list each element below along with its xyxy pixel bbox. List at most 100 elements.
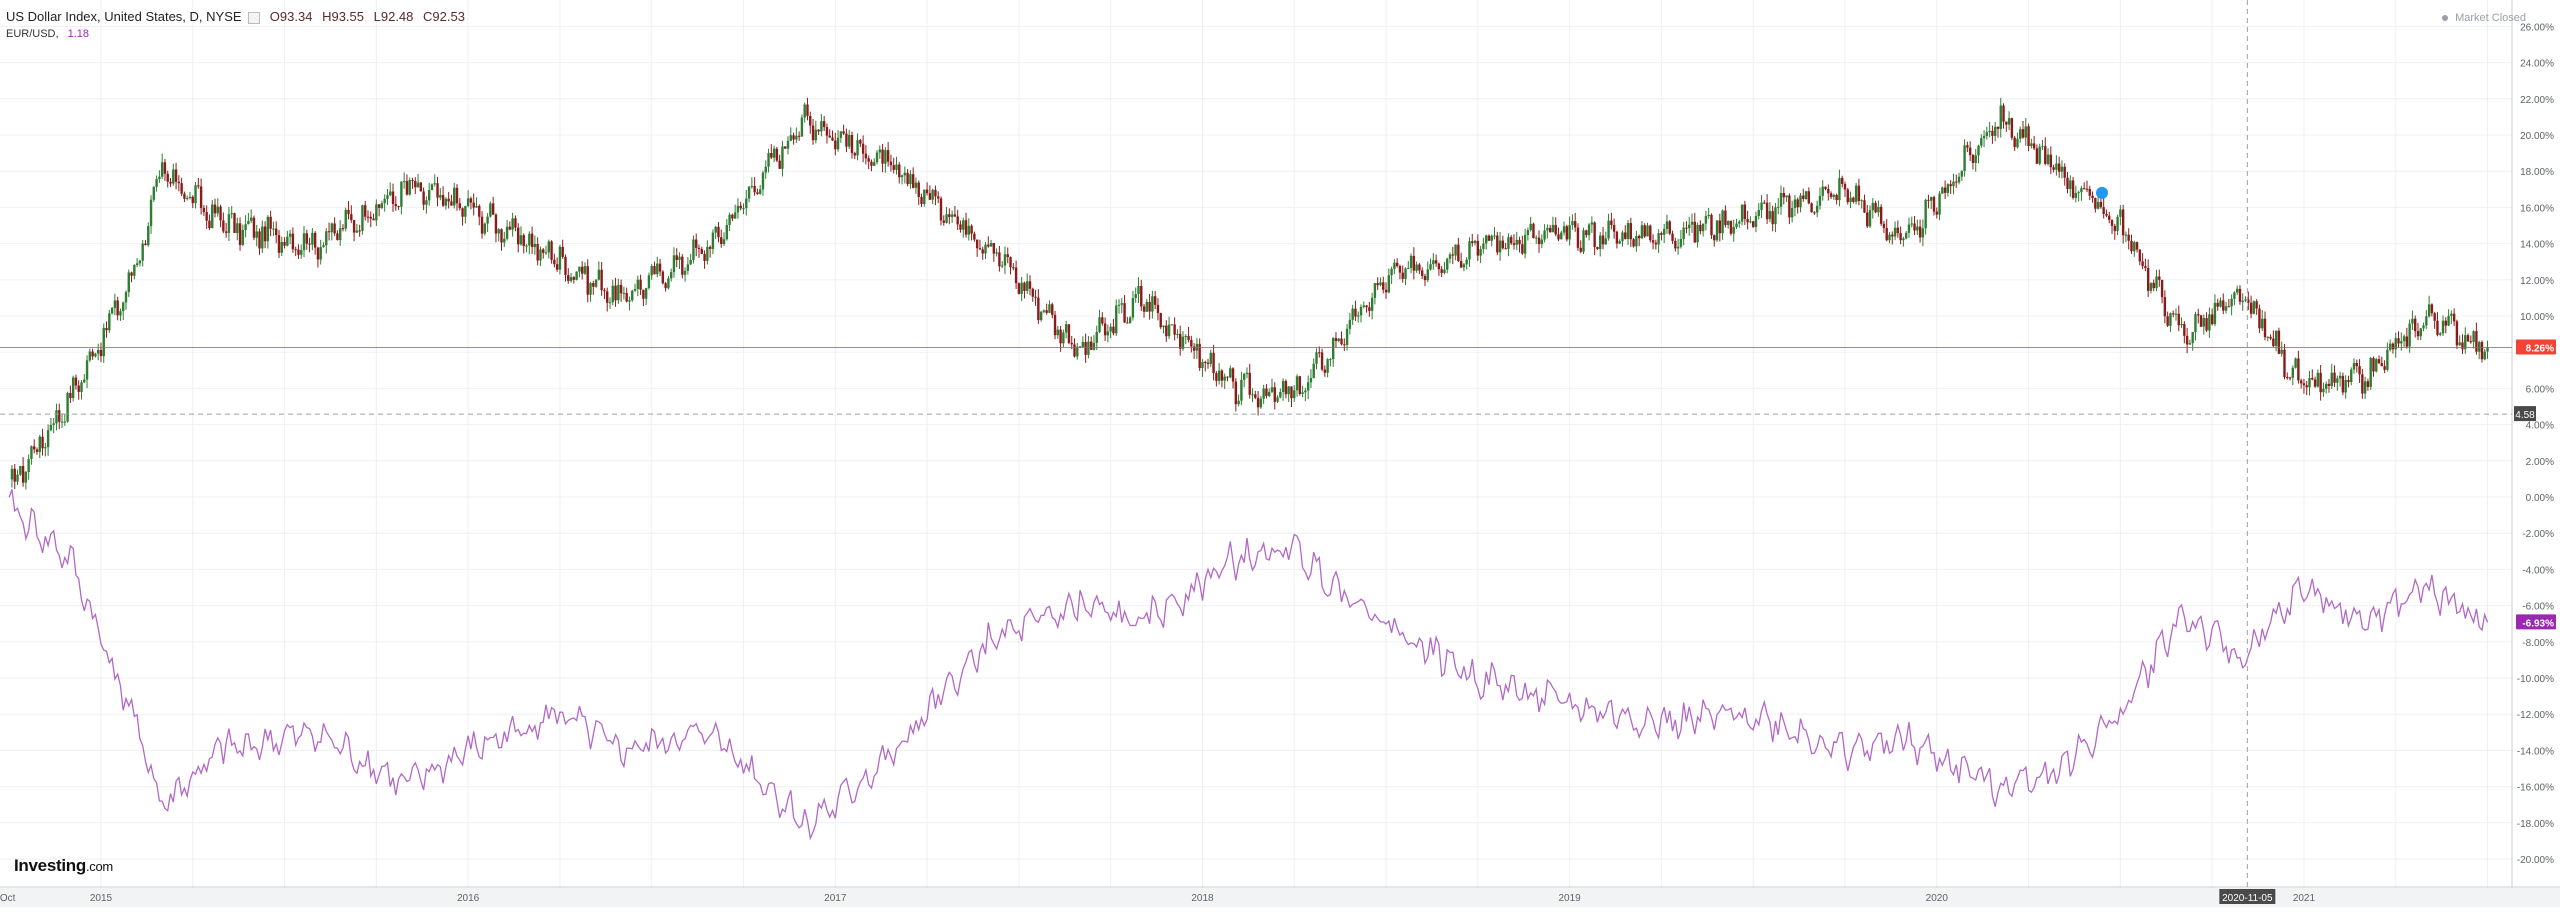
candle-body — [1031, 288, 1034, 297]
eurusd-series-line[interactable] — [8, 489, 2489, 841]
candle-body — [1943, 187, 1947, 193]
candle-body — [1131, 298, 1135, 318]
candle-body — [2046, 154, 2050, 164]
candle-body — [2311, 377, 2314, 380]
candle-body — [1743, 204, 1747, 220]
candle-body — [130, 272, 133, 276]
candle-body — [2227, 306, 2231, 308]
candle-body — [1120, 303, 1123, 305]
candle-body — [920, 196, 923, 204]
candle-body — [330, 223, 334, 233]
time-axis-background — [0, 888, 2560, 907]
candle-body — [2188, 343, 2192, 345]
candle-body — [1874, 202, 1877, 213]
reference-line-label: 4.58 — [2515, 410, 2535, 421]
candle-body — [85, 360, 89, 380]
candle-body — [1957, 176, 1961, 183]
candle-body — [397, 206, 400, 208]
candle-body — [1793, 199, 1797, 208]
candle-body — [1109, 326, 1112, 332]
candle-body — [1813, 212, 1816, 214]
candle-body — [1916, 226, 1919, 231]
candle-body — [1095, 331, 1098, 343]
candle-body — [1866, 212, 1869, 227]
candle-body — [133, 265, 136, 276]
chart-title[interactable]: US Dollar Index, United States, D, NYSE — [6, 9, 242, 24]
candle-body — [419, 182, 423, 192]
candle-body — [1012, 267, 1015, 269]
candle-body — [923, 189, 926, 204]
candle-body — [188, 196, 192, 199]
candle-body — [1256, 397, 1260, 408]
candle-body — [1665, 221, 1669, 230]
candle-body — [850, 134, 854, 154]
candle-body — [1148, 301, 1151, 312]
candle-body — [2299, 380, 2303, 384]
candle-body — [1904, 232, 1908, 239]
candle-body — [505, 226, 509, 239]
candle-body — [2210, 314, 2214, 325]
candle-body — [1123, 303, 1126, 323]
candle-body — [1262, 388, 1265, 399]
candle-body — [380, 203, 384, 208]
candle-body — [2088, 188, 2091, 196]
candle-body — [669, 272, 673, 279]
candle-body — [461, 208, 464, 217]
candle-body — [305, 233, 309, 244]
candle-body — [1017, 283, 1021, 294]
candle-body — [1190, 339, 1193, 347]
candle-body — [2391, 343, 2395, 350]
candle-body — [2105, 214, 2108, 216]
candle-body — [1982, 136, 1986, 139]
candle-body — [1699, 224, 1702, 232]
candle-body — [155, 179, 158, 187]
y-tick-label: -10.00% — [2517, 674, 2554, 685]
candle-body — [1599, 235, 1602, 250]
candle-body — [300, 250, 303, 255]
candle-body — [297, 249, 300, 255]
candle-body — [1955, 181, 1958, 183]
candle-body — [1671, 233, 1674, 241]
candle-body — [925, 189, 929, 194]
candle-body — [1952, 181, 1955, 187]
candle-body — [1270, 387, 1274, 392]
candle-body — [519, 235, 523, 245]
candle-body — [1590, 222, 1594, 225]
candle-body — [219, 206, 222, 221]
candle-body — [617, 284, 620, 301]
candle-body — [2202, 318, 2206, 327]
compare-symbol[interactable]: EUR/USD, — [6, 28, 59, 40]
candle-body — [375, 204, 378, 221]
candle-body — [530, 233, 534, 248]
candle-body — [1863, 200, 1866, 213]
candle-body — [1668, 221, 1671, 234]
candle-body — [778, 160, 781, 169]
candle-body — [1320, 352, 1324, 370]
settings-icon[interactable] — [248, 11, 261, 24]
candle-body — [1501, 240, 1505, 249]
event-marker-icon[interactable] — [2096, 186, 2109, 199]
candle-body — [859, 140, 862, 144]
candle-body — [1610, 220, 1613, 226]
candle-body — [416, 182, 420, 188]
candle-body — [589, 283, 592, 295]
candle-body — [2005, 121, 2008, 125]
candle-body — [158, 176, 161, 180]
candle-body — [1660, 233, 1663, 235]
candle-body — [1362, 305, 1365, 307]
candle-body — [1420, 270, 1424, 277]
candle-body — [138, 260, 142, 264]
candle-body — [1312, 363, 1315, 378]
candle-body — [2163, 297, 2167, 317]
candle-body — [394, 204, 398, 207]
candle-body — [2121, 209, 2125, 236]
candle-body — [94, 353, 97, 357]
candle-body — [478, 205, 481, 217]
candle-body — [1457, 244, 1460, 262]
candle-body — [1459, 261, 1463, 268]
candle-body — [1006, 254, 1009, 258]
investing-logo: Investing.com — [14, 856, 113, 876]
candle-body — [1384, 289, 1388, 293]
